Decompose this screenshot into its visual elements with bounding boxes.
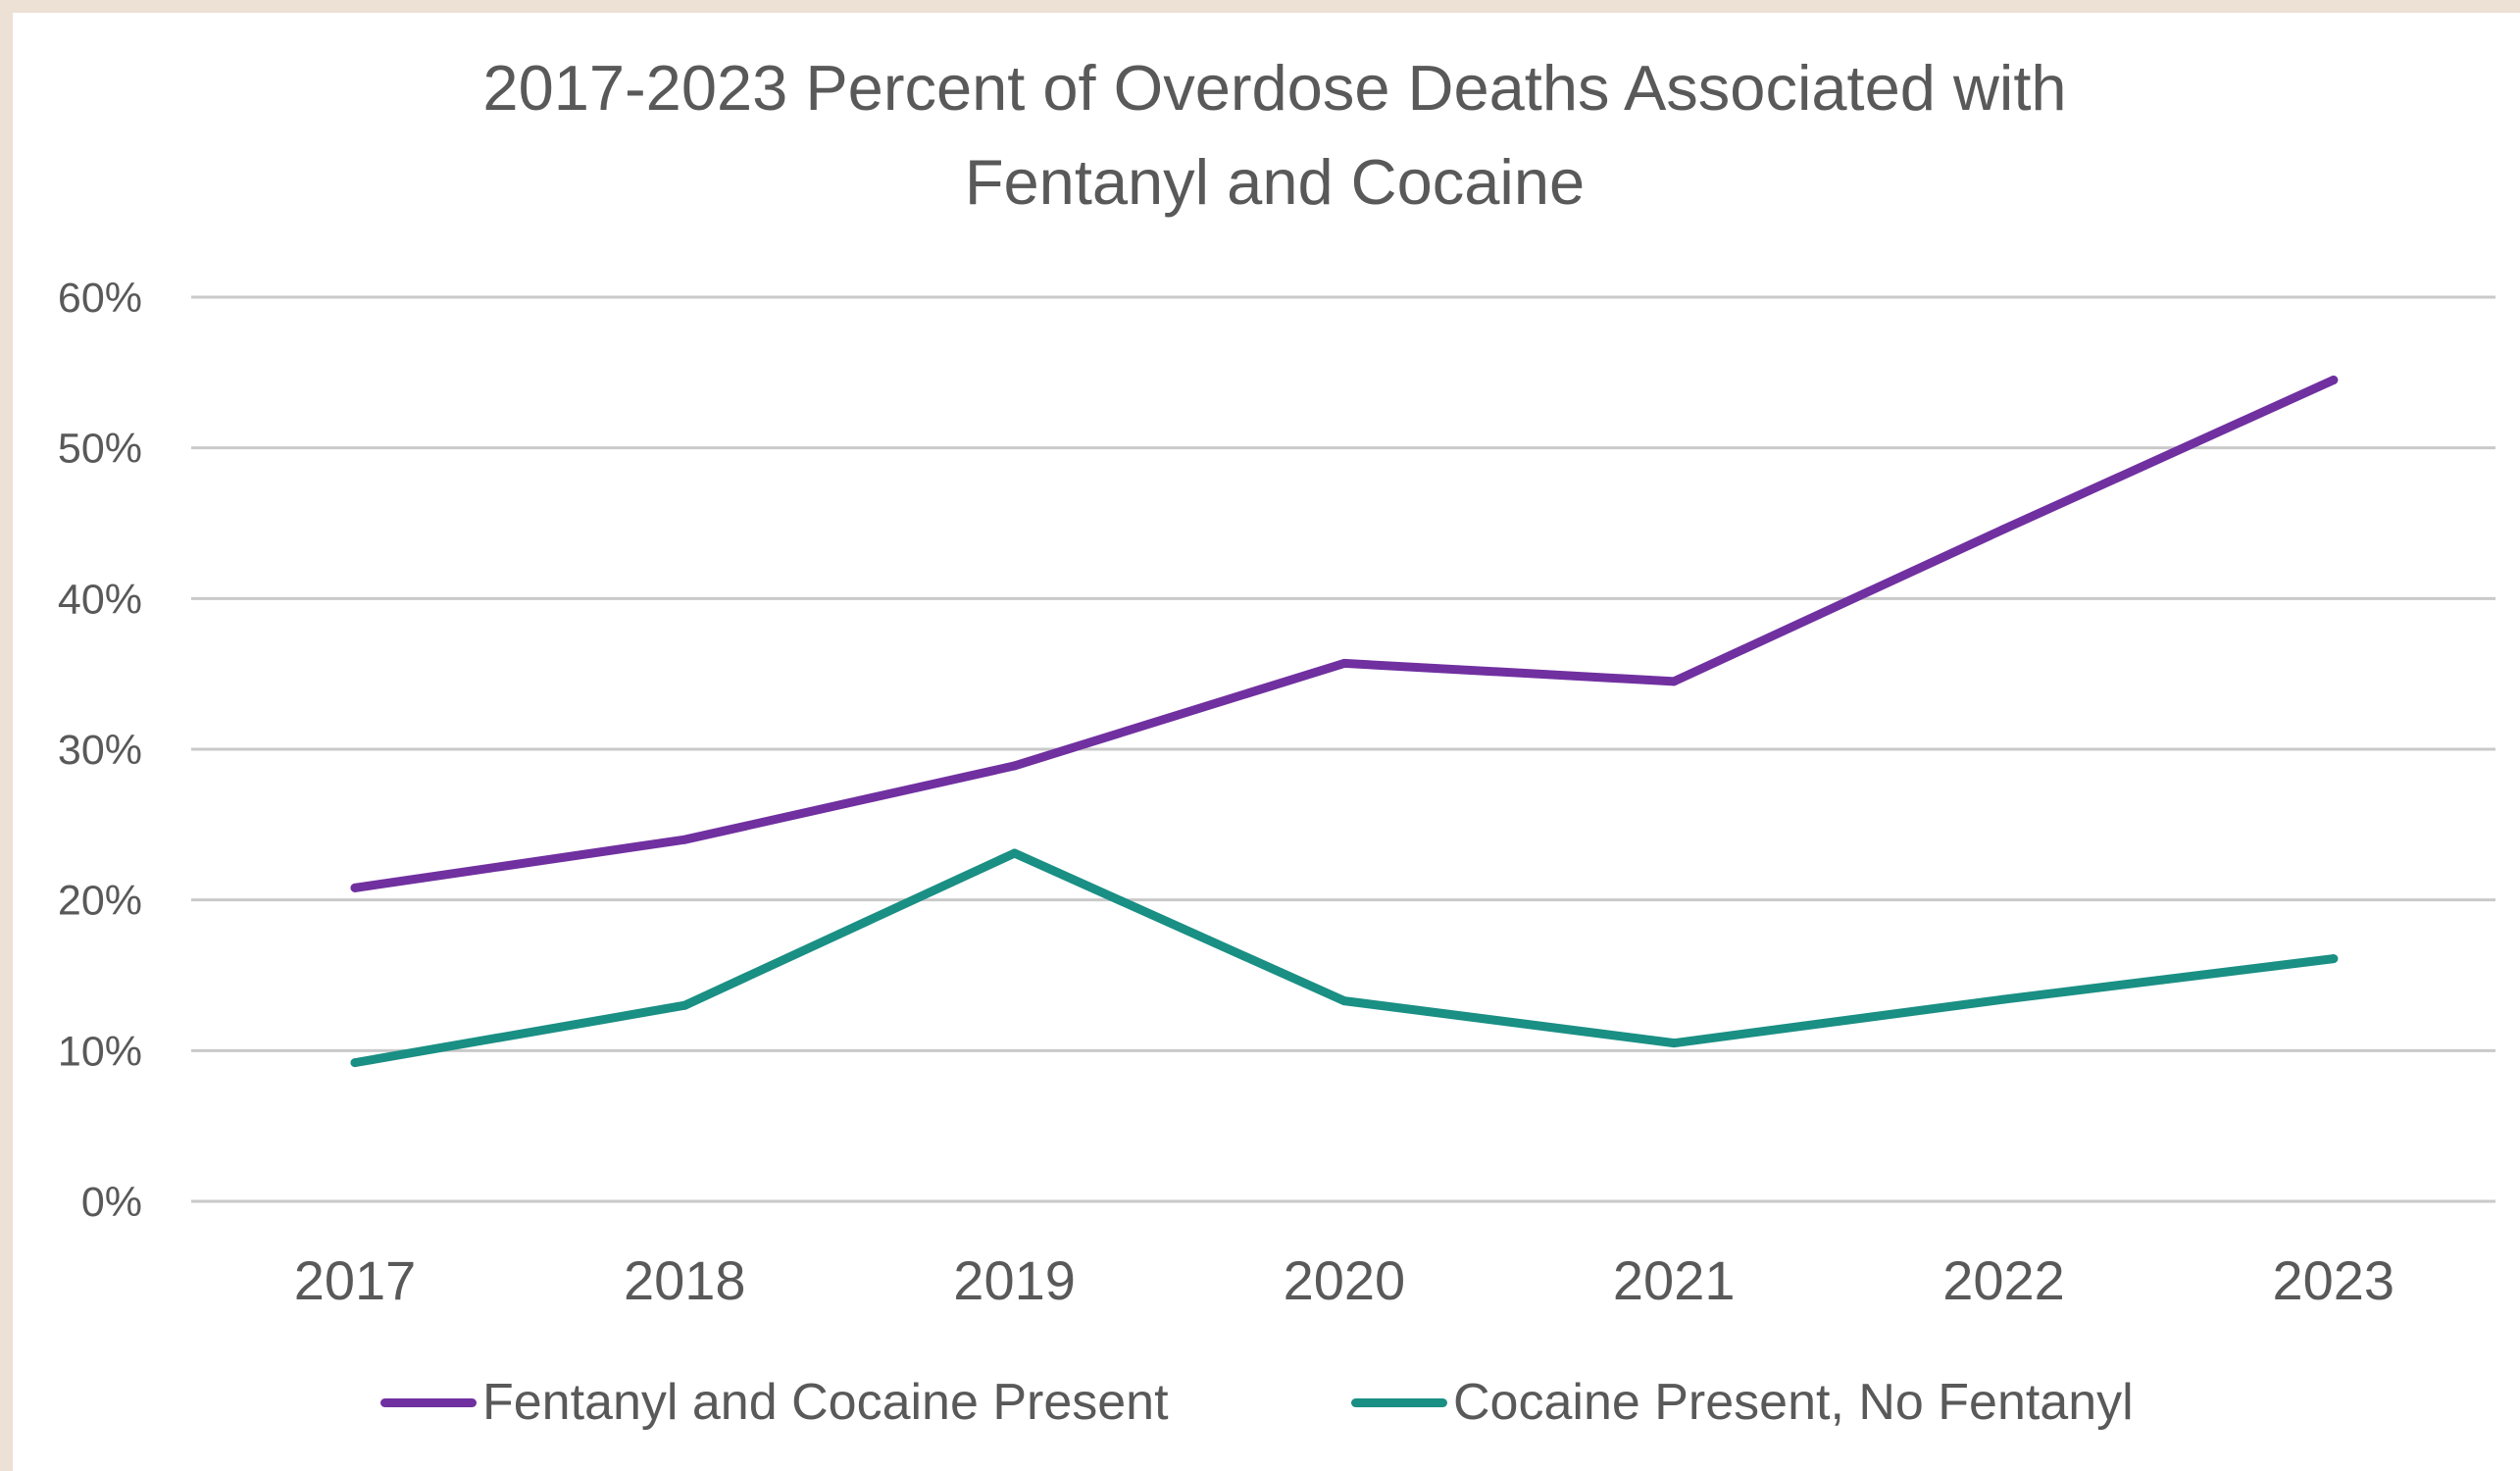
data-point-series-1-2019[interactable] [1010,848,1020,858]
y-tick-label: 20% [58,878,142,925]
y-tick-label: 50% [58,426,142,473]
x-tick-label: 2019 [953,1249,1076,1311]
data-point-series-1-2022[interactable] [1999,994,2008,1004]
chart-title: 2017-2023 Percent of Overdose Deaths Ass… [0,41,2520,229]
data-point-series-1-2023[interactable] [2329,954,2339,964]
x-axis-tick-labels: 2017 2018 2019 2020 2021 2022 2023 [294,1249,2394,1311]
y-tick-label: 10% [58,1028,142,1075]
x-tick-label: 2022 [1942,1249,2065,1311]
series-line-0[interactable] [350,376,2339,892]
legend-item-fentanyl-and-cocaine[interactable]: Fentanyl and Cocaine Present [380,1363,1169,1442]
data-point-series-1-2020[interactable] [1339,996,1349,1006]
y-axis-tick-labels: 0% 10% 20% 30% 40% 50% 60% [58,275,142,1226]
gridlines [191,295,2495,1203]
chart-title-line-1: 2017-2023 Percent of Overdose Deaths Ass… [482,52,2067,124]
y-tick-label: 60% [58,275,142,322]
y-tick-label: 30% [58,727,142,774]
x-tick-label: 2017 [294,1249,417,1311]
series-line-1[interactable] [350,848,2339,1068]
data-point-series-1-2018[interactable] [680,1000,689,1010]
legend-swatch-fentanyl-and-cocaine [380,1397,477,1407]
legend-item-cocaine-no-fentanyl[interactable]: Cocaine Present, No Fentanyl [1351,1363,2134,1442]
x-tick-label: 2023 [2273,1249,2395,1311]
y-tick-label: 40% [58,576,142,623]
x-tick-label: 2020 [1284,1249,1406,1311]
x-tick-label: 2021 [1613,1249,1736,1311]
data-point-series-0-2019[interactable] [1010,761,1020,771]
data-point-series-0-2017[interactable] [350,883,360,892]
data-point-series-0-2021[interactable] [1669,677,1679,686]
x-tick-label: 2018 [624,1249,746,1311]
data-point-series-1-2021[interactable] [1669,1039,1679,1048]
data-point-series-0-2018[interactable] [680,835,689,844]
series-lines [350,376,2339,1068]
legend: Fentanyl and Cocaine Present Cocaine Pre… [0,1363,2520,1442]
y-tick-label: 0% [81,1179,142,1226]
chart-card [13,13,2520,1471]
data-point-series-0-2020[interactable] [1339,658,1349,668]
chart-title-line-2: Fentanyl and Cocaine [964,146,1586,218]
data-point-series-1-2017[interactable] [350,1058,360,1068]
legend-label-fentanyl-and-cocaine: Fentanyl and Cocaine Present [482,1374,1169,1431]
data-point-series-0-2022[interactable] [1999,525,2008,534]
data-point-series-0-2023[interactable] [2329,376,2339,385]
legend-swatch-cocaine-no-fentanyl [1351,1397,1447,1407]
legend-label-cocaine-no-fentanyl: Cocaine Present, No Fentanyl [1453,1374,2134,1431]
